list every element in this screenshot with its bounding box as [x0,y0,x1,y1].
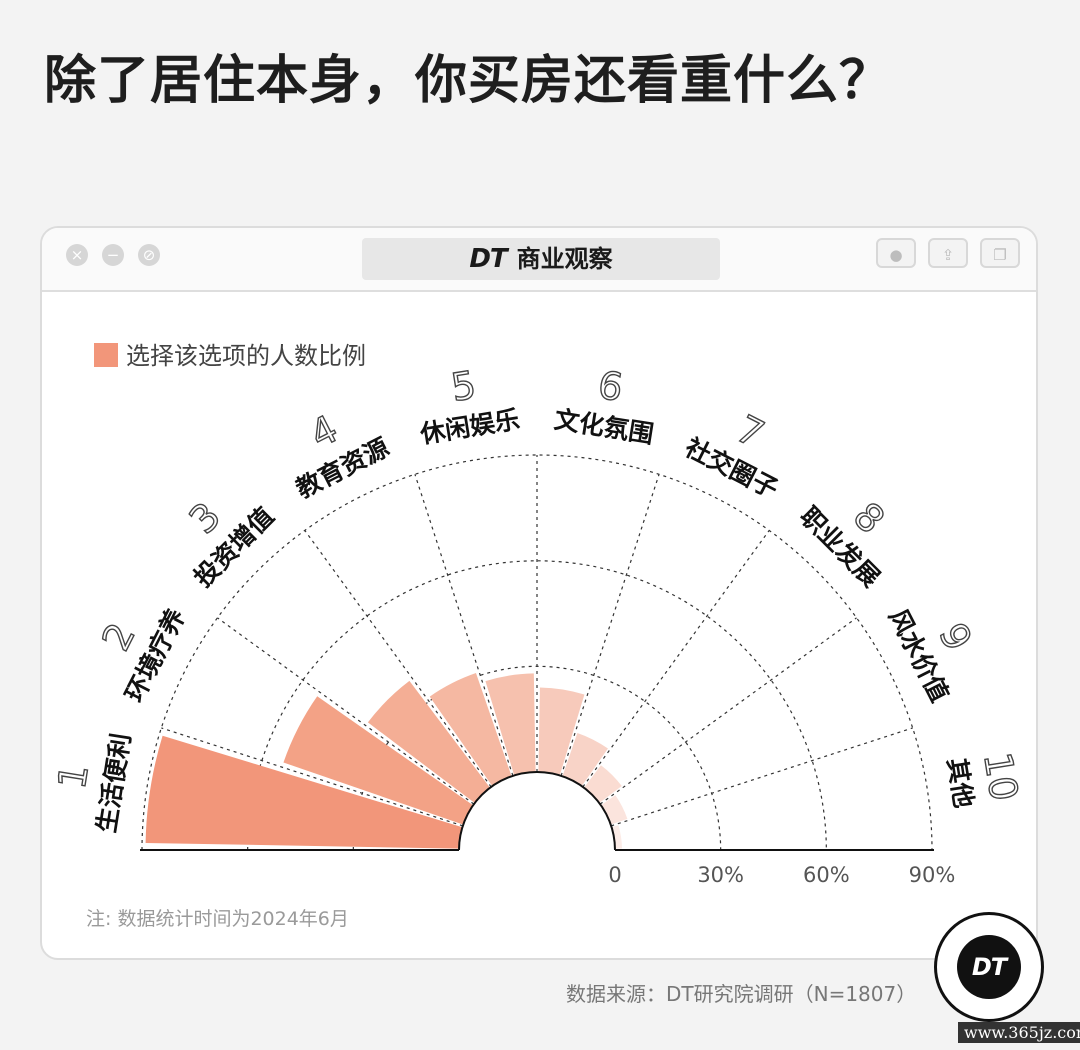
bar-10 [611,825,623,849]
tick-label: 60% [803,863,850,887]
bar-3 [367,680,491,804]
category-label-5: 休闲娱乐 [417,405,521,449]
tick-label: 0 [608,863,621,887]
bar-2 [283,696,474,825]
bar-9 [600,795,628,825]
share-icon[interactable]: ⇪ [928,238,968,268]
grid-spoke [560,474,660,777]
tick-label: 90% [909,863,956,887]
record-icon[interactable]: ● [876,238,916,268]
category-label-6: 文化氛围 [552,405,655,449]
tick-label: 30% [697,863,744,887]
browser-window: × − ⊘ DT 商业观察 ● ⇪ ❐ 选择该选项的人数比例 0 30% 60% 90%… [40,226,1038,960]
close-icon[interactable]: × [66,244,88,266]
category-index-9: 9 [930,616,980,658]
window-icon[interactable]: ❐ [980,238,1020,268]
category-index-4: 4 [303,407,345,457]
window-titlebar: × − ⊘ DT 商业观察 ● ⇪ ❐ [42,228,1036,292]
data-source: 数据来源：DT研究院调研（N=1807） [566,982,917,1006]
bar-1 [145,735,463,849]
category-index-7: 7 [729,407,771,457]
grid-spoke [582,530,770,788]
page-title: 除了居住本身，你买房还看重什么？ [44,51,893,111]
dt-logo-badge: DT [934,912,1044,1022]
legend-swatch [94,343,118,367]
minimize-icon[interactable]: − [102,244,124,266]
category-index-3: 3 [181,494,229,542]
category-index-1: 1 [50,761,97,792]
brand-bar: DT 商业观察 [362,238,720,280]
bar-6 [538,687,585,776]
grid-arc [141,454,933,851]
category-index-10: 10 [975,749,1026,804]
bar-5 [485,673,536,776]
category-label-1: 生活便利 [92,731,136,834]
brand-logo: DT [469,244,507,274]
category-index-8: 8 [845,494,893,542]
dt-logo: DT [957,935,1021,999]
inner-hole [458,771,616,851]
bar-4 [429,673,512,787]
site-watermark: www.365jz.com [958,1022,1080,1043]
legend-label: 选择该选项的人数比例 [126,342,366,370]
category-index-6: 6 [595,363,626,410]
brand-name: 商业观察 [516,245,613,273]
bar-7 [562,732,608,787]
category-index-5: 5 [448,363,479,410]
category-label-10: 其他 [942,756,978,810]
grid-spoke [599,617,857,805]
chart-legend: 选择该选项的人数比例 [94,336,366,371]
category-index-2: 2 [94,616,144,658]
bar-8 [583,765,622,804]
grid-spoke [610,727,913,827]
maximize-icon[interactable]: ⊘ [138,244,160,266]
footnote: 注: 数据统计时间为2024年6月 [86,908,349,930]
grid-arc [247,560,827,851]
